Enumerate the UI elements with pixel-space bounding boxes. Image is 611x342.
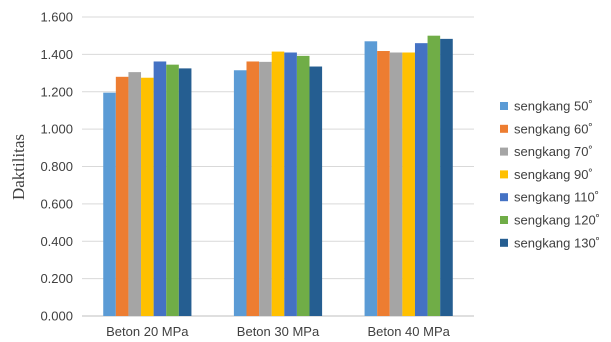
bar	[178, 68, 192, 316]
legend-label: sengkang 110˚	[514, 190, 599, 205]
bar	[427, 35, 441, 316]
legend-swatch	[500, 170, 508, 179]
legend-label: sengkang 130˚	[514, 235, 600, 250]
y-tick-label: 1.400	[40, 47, 73, 62]
bar	[364, 41, 378, 316]
legend-swatch	[500, 147, 508, 156]
y-tick-label: 1.600	[40, 10, 73, 25]
legend-swatch	[500, 102, 508, 110]
bar	[115, 76, 129, 316]
legend-label: sengkang 90˚	[514, 167, 593, 182]
bar	[402, 52, 415, 316]
legend-label: sengkang 50˚	[514, 99, 593, 114]
y-tick-label: 0.600	[40, 196, 73, 211]
y-tick-label: 0.000	[40, 309, 73, 324]
x-axis-ticks: Beton 20 MPa Beton 30 MPa Beton 40 MPa	[106, 324, 450, 339]
y-tick-label: 1.200	[40, 84, 73, 99]
bar	[309, 66, 323, 316]
y-tick-label: 0.200	[40, 271, 73, 286]
x-tick-label: Beton 40 MPa	[367, 324, 450, 339]
legend-label: sengkang 70˚	[514, 144, 593, 159]
bar	[414, 43, 428, 316]
y-tick-label: 0.800	[40, 159, 73, 174]
x-tick-label: Beton 20 MPa	[106, 324, 189, 339]
bar	[284, 52, 297, 316]
bar	[246, 61, 260, 316]
bar	[141, 77, 154, 316]
legend-swatch	[500, 124, 508, 133]
bar	[166, 64, 179, 316]
bar	[259, 61, 272, 316]
legend-swatch	[500, 216, 508, 224]
bars	[103, 35, 453, 317]
bar	[271, 51, 285, 317]
y-tick-label: 0.400	[40, 234, 73, 249]
bar	[128, 72, 142, 316]
bar	[233, 70, 247, 317]
bar	[153, 61, 167, 316]
bar	[103, 92, 116, 316]
legend: sengkang 50˚ sengkang 60˚ sengkang 70˚ seng…	[500, 99, 600, 250]
x-tick-label: Beton 30 MPa	[237, 324, 320, 339]
bar	[296, 55, 310, 317]
legend-label: sengkang 120˚	[514, 213, 600, 228]
bar	[377, 51, 390, 316]
bar	[440, 38, 453, 316]
bar	[389, 52, 403, 316]
y-tick-label: 1.000	[40, 122, 73, 137]
legend-label: sengkang 60˚	[514, 121, 593, 136]
legend-swatch	[500, 193, 508, 202]
y-axis-ticks: 0.000 0.200 0.400 0.600 0.800 1.000 1.200 1.400…	[40, 10, 73, 324]
legend-swatch	[500, 238, 508, 247]
y-axis-label: Daktilitas	[9, 134, 28, 200]
